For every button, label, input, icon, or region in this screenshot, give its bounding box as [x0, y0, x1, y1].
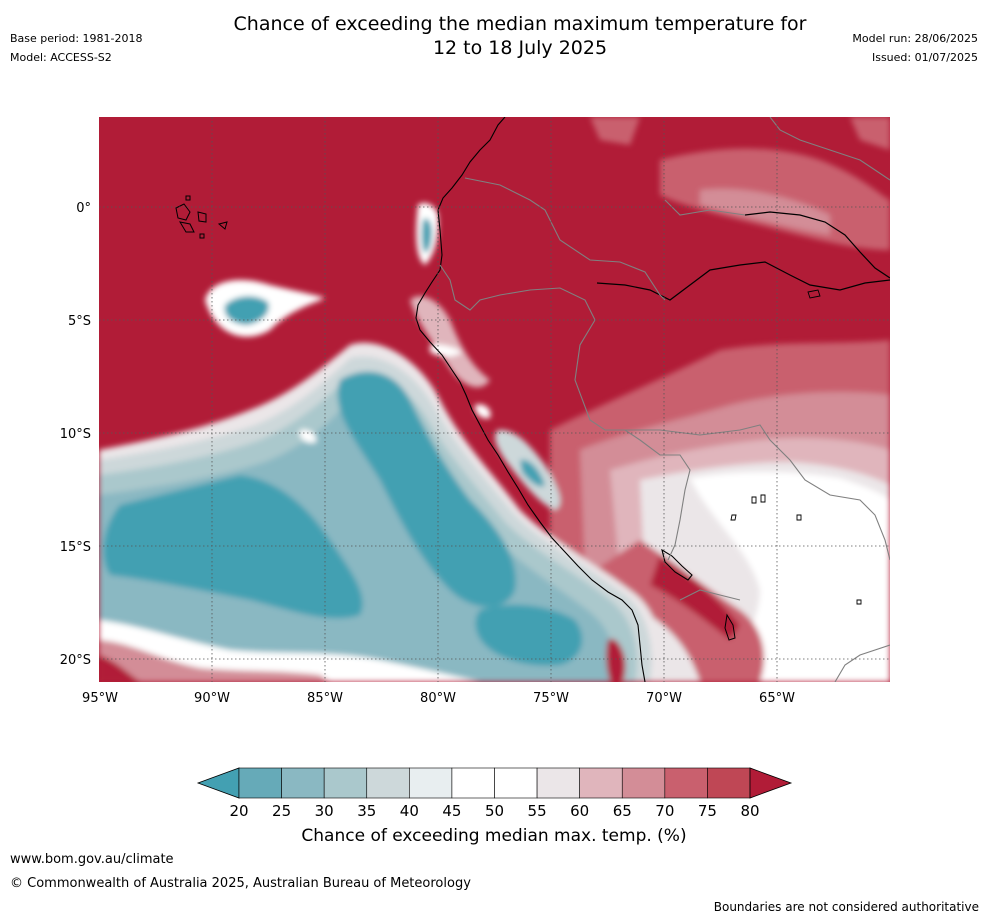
colorbar-tick-label: 30	[315, 802, 334, 820]
colorbar-tick-label: 65	[613, 802, 632, 820]
meta-left: Base period: 1981-2018 Model: ACCESS-S2	[10, 32, 142, 70]
colorbar-extend-low	[196, 767, 240, 799]
coastline	[415, 117, 646, 682]
colorbar-tick-label: 35	[357, 802, 376, 820]
country-boundaries	[439, 117, 890, 682]
model-run-text: Model run: 28/06/2025	[852, 32, 978, 45]
colorbar-tick-label: 25	[272, 802, 291, 820]
meta-right: Model run: 28/06/2025 Issued: 01/07/2025	[852, 32, 978, 70]
colorbar-segment	[366, 767, 410, 799]
colorbar-tick-label: 60	[570, 802, 589, 820]
map-title: Chance of exceeding the median maximum t…	[0, 12, 988, 60]
probability-field	[99, 117, 890, 682]
base-period-text: Base period: 1981-2018	[10, 32, 143, 45]
river-line-north	[744, 211, 890, 279]
colorbar-tick-label: 55	[528, 802, 547, 820]
map-area	[99, 117, 890, 682]
colorbar-segment	[579, 767, 623, 799]
copyright-text: © Commonwealth of Australia 2025, Austra…	[10, 876, 471, 891]
colorbar-segment	[621, 767, 666, 799]
x-tick-label: 75°W	[533, 691, 569, 706]
galapagos-islands	[175, 195, 228, 239]
y-tick-label: 10°S	[60, 427, 91, 442]
colorbar-segment	[323, 767, 368, 799]
colorbar-tick-label: 80	[740, 802, 759, 820]
colorbar-tick-label: 75	[698, 802, 717, 820]
colorbar-tick-label: 20	[229, 802, 248, 820]
x-tick-label: 65°W	[759, 691, 795, 706]
colorbar-tick-label: 50	[485, 802, 504, 820]
colorbar-segment	[536, 767, 580, 799]
colorbar-segment	[707, 767, 751, 799]
lake-titicaca	[661, 548, 693, 581]
colorbar-segment	[451, 767, 495, 799]
y-tick-label: 0°	[76, 201, 91, 216]
title-line-1: Chance of exceeding the median maximum t…	[233, 13, 807, 35]
colorbar: 20 25 30 35 40 45 50 55 60 65 70 75 80	[196, 767, 793, 820]
colorbar-tick-label: 40	[400, 802, 419, 820]
x-tick-labels: 95°W 90°W 85°W 80°W 75°W 70°W 65°W	[82, 691, 795, 706]
x-tick-label: 85°W	[307, 691, 343, 706]
colorbar-tick-label: 45	[442, 802, 461, 820]
model-text: Model: ACCESS-S2	[10, 51, 112, 64]
colorbar-segment	[409, 767, 453, 799]
x-tick-label: 95°W	[82, 691, 118, 706]
title-line-2: 12 to 18 July 2025	[432, 37, 608, 59]
lake-poopo	[724, 613, 736, 641]
y-tick-label: 20°S	[60, 653, 91, 668]
y-tick-label: 15°S	[60, 540, 91, 555]
colorbar-segment	[494, 767, 538, 799]
x-tick-label: 70°W	[646, 691, 682, 706]
colorbar-tick-label: 70	[655, 802, 674, 820]
disclaimer-text: Boundaries are not considered authoritat…	[713, 900, 979, 914]
y-tick-label: 5°S	[68, 314, 91, 329]
x-tick-label: 90°W	[194, 691, 230, 706]
colorbar-label: Chance of exceeding median max. temp. (%…	[301, 826, 687, 846]
river-line-amazon	[596, 261, 890, 301]
y-tick-labels: 0° 5°S 10°S 15°S 20°S	[60, 201, 91, 668]
colorbar-extend-high	[749, 767, 793, 799]
issued-text: Issued: 01/07/2025	[871, 51, 978, 64]
colorbar-segment	[238, 767, 282, 799]
colorbar-segment	[281, 767, 325, 799]
colorbar-segment	[664, 767, 708, 799]
website-link[interactable]: www.bom.gov.au/climate	[10, 852, 174, 867]
small-lakes	[730, 289, 862, 605]
x-tick-label: 80°W	[420, 691, 456, 706]
